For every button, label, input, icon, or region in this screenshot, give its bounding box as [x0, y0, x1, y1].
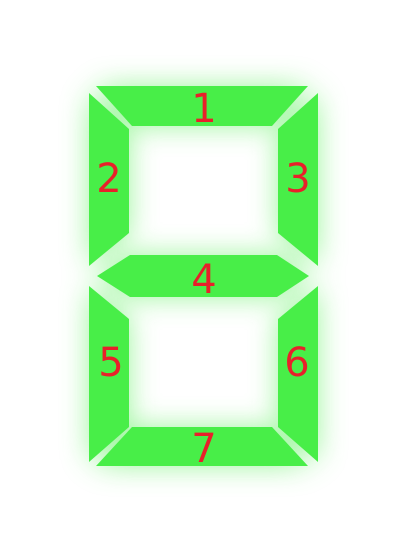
segment-4-label: 4	[191, 257, 216, 303]
segment-6-label: 6	[284, 340, 309, 386]
segment-5	[89, 286, 129, 462]
segment-3	[278, 93, 318, 266]
segment-4	[97, 255, 309, 297]
segment-5-label: 5	[98, 340, 123, 386]
segment-2-label: 2	[96, 156, 121, 202]
segment-7	[96, 427, 308, 466]
segment-1-label: 1	[191, 86, 216, 132]
segment-6	[278, 286, 318, 462]
segment-1	[96, 86, 308, 126]
segment-2	[89, 93, 129, 266]
segment-3-label: 3	[285, 156, 310, 202]
segment-7-label: 7	[191, 426, 216, 472]
